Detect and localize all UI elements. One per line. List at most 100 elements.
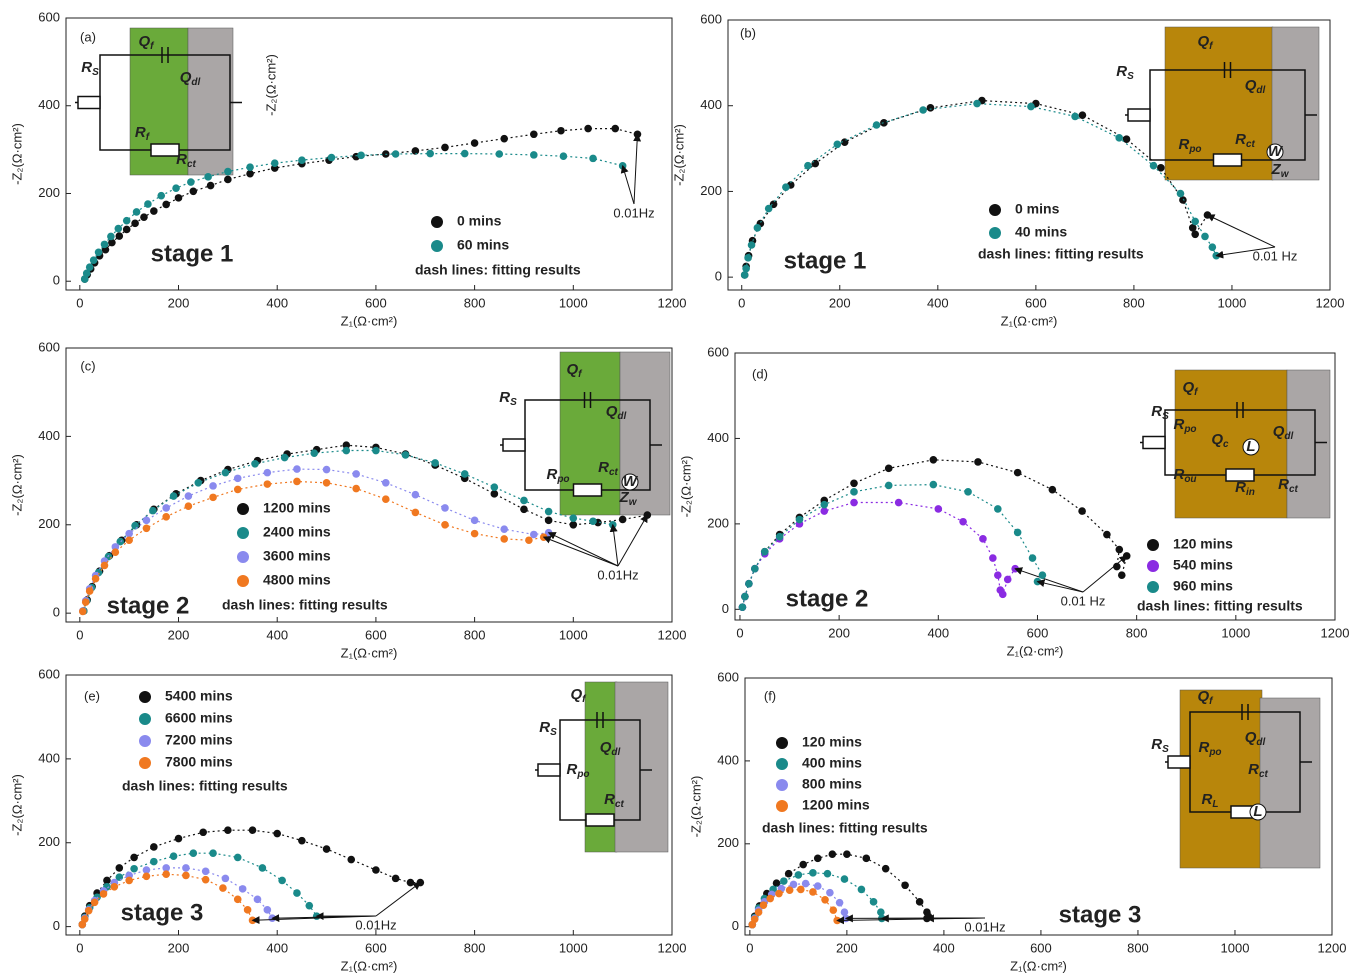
inset-label-sub: f xyxy=(578,369,583,380)
inset-label-main: Q xyxy=(1273,423,1285,440)
data-point xyxy=(840,908,849,917)
data-point xyxy=(406,878,415,887)
data-point xyxy=(342,441,351,450)
inset-label-main: R xyxy=(598,459,609,476)
fit-line xyxy=(744,102,1217,276)
x-tick-label: 200 xyxy=(168,627,190,642)
data-point xyxy=(460,470,469,478)
data-point xyxy=(221,468,230,477)
legend-marker xyxy=(1147,539,1159,551)
data-point xyxy=(372,446,380,455)
panel-label: (a) xyxy=(80,29,96,44)
data-point xyxy=(322,465,331,474)
data-point xyxy=(974,458,982,466)
data-point xyxy=(744,254,752,262)
data-point xyxy=(745,579,753,588)
data-point xyxy=(194,478,203,487)
capacitor xyxy=(1241,704,1249,720)
data-point xyxy=(411,508,420,517)
data-point xyxy=(794,871,803,879)
data-point xyxy=(500,134,509,143)
data-point xyxy=(584,124,592,133)
data-point xyxy=(162,864,170,872)
inset-label: RL xyxy=(1202,791,1219,810)
inset-label-main: R xyxy=(1202,791,1213,808)
y-tick-label: 400 xyxy=(707,430,729,445)
legend-label: 7800 mins xyxy=(165,754,233,770)
inset-label-main: R xyxy=(1198,739,1209,756)
inset-label: Rpo xyxy=(1173,416,1196,435)
freq-label: 0.01Hz xyxy=(613,205,654,220)
data-point xyxy=(298,156,306,164)
data-point xyxy=(470,139,479,147)
data-point xyxy=(441,143,449,152)
data-point xyxy=(114,224,123,233)
data-point xyxy=(1013,528,1022,537)
freq-label: 0.01Hz xyxy=(597,567,638,582)
x-tick-label: 0 xyxy=(76,295,83,310)
data-point xyxy=(820,500,829,509)
data-point xyxy=(90,898,99,907)
freq-label: 0.01Hz xyxy=(964,919,1005,934)
freq-arrow xyxy=(1206,214,1276,248)
data-point xyxy=(813,882,822,890)
inset-label: Qdl xyxy=(606,403,627,422)
data-point xyxy=(426,149,434,158)
data-point xyxy=(759,901,768,909)
data-point xyxy=(1188,224,1197,232)
fit-note: dash lines: fitting results xyxy=(978,246,1144,262)
legend-marker xyxy=(237,527,249,539)
x-tick-label: 800 xyxy=(464,940,486,955)
x-axis-label: Z₁(Ω·cm²) xyxy=(341,645,398,660)
legend-marker xyxy=(776,758,788,770)
data-point xyxy=(1027,102,1035,111)
data-point xyxy=(209,849,217,858)
data-point xyxy=(224,826,232,834)
data-point xyxy=(233,853,242,862)
data-point xyxy=(199,828,207,837)
inset-label-sub: ct xyxy=(1246,139,1256,150)
legend-marker xyxy=(776,779,788,791)
x-tick-label: 1200 xyxy=(658,295,687,310)
legend-marker xyxy=(237,575,249,587)
fit-line xyxy=(82,480,544,612)
capacitor xyxy=(161,47,169,63)
y-tick-label: 0 xyxy=(53,273,60,288)
data-point xyxy=(915,898,924,906)
data-point xyxy=(973,99,981,108)
inset-label: Rpo xyxy=(546,466,569,485)
panel-label: (f) xyxy=(764,688,776,703)
plot-frame xyxy=(65,347,673,623)
data-point xyxy=(224,175,232,184)
y-tick-label: 200 xyxy=(38,185,60,200)
x-tick-label: 400 xyxy=(266,940,288,955)
data-point xyxy=(80,275,89,283)
legend-label: 1200 mins xyxy=(802,797,870,813)
data-point xyxy=(1048,485,1057,494)
legend-label: 60 mins xyxy=(457,237,509,253)
inset-label-sub: ct xyxy=(609,467,619,478)
inset-label: Qf xyxy=(1197,33,1214,52)
data-point xyxy=(835,898,844,907)
inductor xyxy=(1242,438,1260,456)
resistor xyxy=(537,763,561,777)
data-point xyxy=(125,876,133,885)
y-tick-label: 0 xyxy=(715,269,722,284)
y-axis-label: -Z₂(Ω·cm²) xyxy=(688,776,703,838)
y-tick-label: 600 xyxy=(38,339,60,354)
data-point xyxy=(263,480,272,488)
x-tick-label: 0 xyxy=(76,627,83,642)
data-point xyxy=(1028,554,1037,562)
y-tick-label: 400 xyxy=(700,97,722,112)
freq-arrow xyxy=(836,916,986,925)
freq-label: 0.01 Hz xyxy=(1253,248,1298,263)
data-point xyxy=(322,845,331,853)
data-point xyxy=(857,885,866,894)
data-point xyxy=(100,240,109,249)
data-point xyxy=(131,521,139,530)
freq-label: 0.01 Hz xyxy=(1061,593,1106,608)
fit-line xyxy=(741,501,1016,608)
inset-label: Rct xyxy=(598,459,618,478)
y-tick-label: 200 xyxy=(700,183,722,198)
